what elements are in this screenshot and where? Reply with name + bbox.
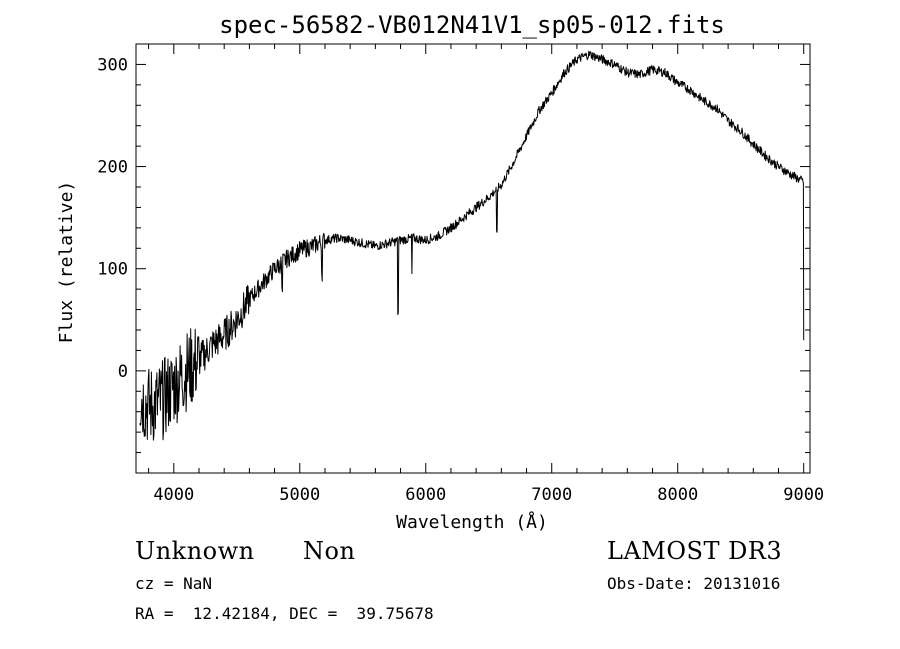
x-axis-label: Wavelength (Å) xyxy=(396,511,548,533)
x-tick-label: 6000 xyxy=(405,485,446,505)
coordinates: RA = 12.42184, DEC = 39.75678 xyxy=(135,604,434,623)
y-axis-label: Flux (relative) xyxy=(56,181,77,344)
y-tick-labels: 0 100 200 300 xyxy=(97,55,128,381)
chart-title: spec-56582-VB012N41V1_sp05-012.fits xyxy=(219,11,725,39)
y-tick-label: 100 xyxy=(97,260,128,280)
x-tick-label: 4000 xyxy=(153,485,194,505)
redshift-value: cz = NaN xyxy=(135,574,213,593)
y-tick-label: 200 xyxy=(97,158,128,178)
survey-name: LAMOST DR3 xyxy=(607,537,783,565)
object-class: Unknown xyxy=(135,537,255,565)
flux-series-line xyxy=(139,50,805,441)
observation-date: Obs-Date: 20131016 xyxy=(607,574,781,593)
x-tick-label: 7000 xyxy=(531,485,572,505)
x-tick-label: 5000 xyxy=(279,485,320,505)
x-tick-label: 8000 xyxy=(657,485,698,505)
y-tick-label: 0 xyxy=(118,362,128,382)
y-tick-label: 300 xyxy=(97,55,128,75)
plot-frame xyxy=(135,43,811,474)
axis-ticks xyxy=(136,43,810,473)
x-tick-label: 9000 xyxy=(783,485,824,505)
x-tick-labels: 4000 5000 6000 7000 8000 9000 xyxy=(153,485,824,505)
object-subclass: Non xyxy=(303,537,356,565)
